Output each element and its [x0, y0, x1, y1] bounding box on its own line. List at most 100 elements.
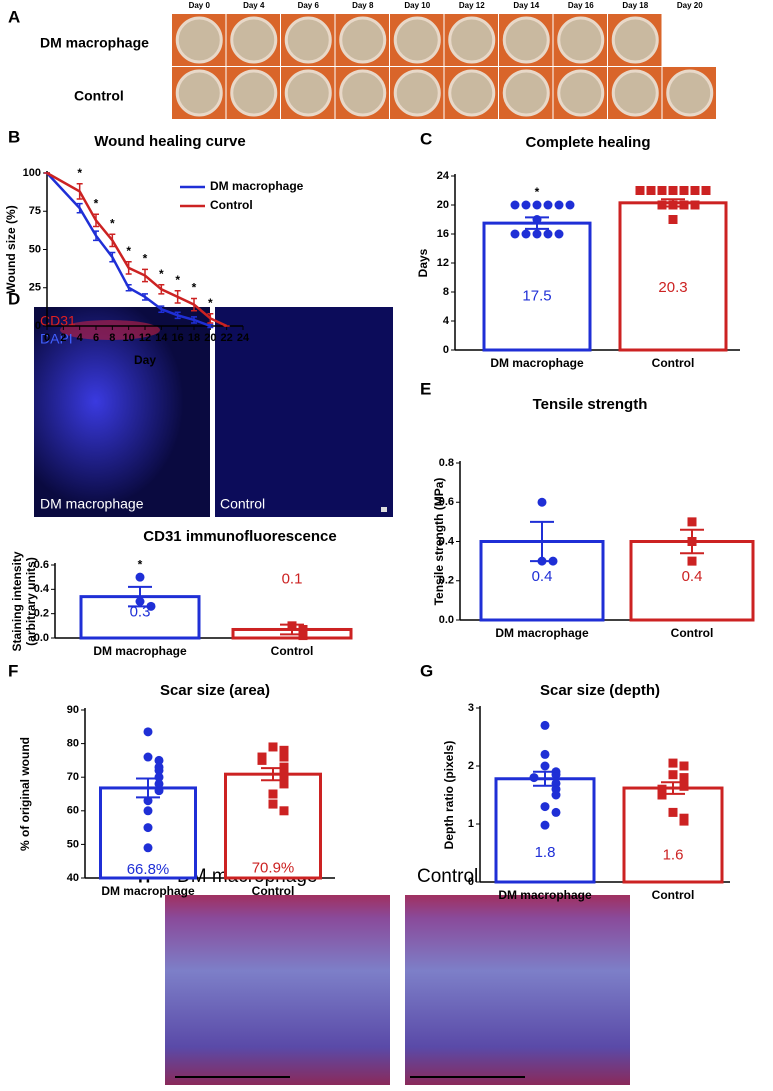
y-tick-label: 80: [67, 738, 79, 750]
data-point: [657, 200, 667, 210]
wound-photo-ring: [339, 16, 387, 64]
data-point: [135, 572, 145, 582]
histology-image: [165, 895, 390, 1085]
y-tick-label: 0.0: [439, 614, 454, 626]
significance: *: [77, 166, 82, 180]
histology-image: [405, 895, 630, 1085]
data-point: [701, 186, 711, 195]
error-bar: [233, 623, 351, 636]
x-tick-label: DM macrophage: [490, 356, 584, 370]
value-label: 66.8%: [127, 861, 170, 878]
y-tick-label: 1: [468, 818, 474, 830]
error-bar: [225, 767, 321, 782]
day-label: Day 6: [298, 1, 320, 10]
y-tick-label: 0.6: [34, 559, 49, 571]
data-point: [540, 802, 550, 812]
data-point: [143, 796, 153, 806]
y-axis-label: Staining intensity: [10, 551, 24, 651]
y-tick-label: 70: [67, 771, 79, 783]
data-point: [279, 765, 289, 775]
data-point: [521, 200, 531, 210]
significance: *: [159, 267, 164, 281]
significance: *: [535, 185, 540, 199]
x-tick-label: DM macrophage: [93, 644, 187, 658]
data-point: [279, 806, 289, 816]
x-tick-label: Control: [652, 356, 695, 370]
value-label: 0.1: [282, 570, 303, 587]
chart-title: Complete healing: [525, 134, 650, 151]
data-point: [510, 229, 520, 239]
day-label: Day 0: [189, 1, 211, 10]
y-tick-label: 0: [443, 344, 449, 356]
data-point: [551, 807, 561, 817]
wound-photo-ring: [557, 69, 605, 117]
wound-photo-ring: [175, 16, 223, 64]
x-tick-label: Control: [671, 626, 714, 640]
data-point: [154, 755, 164, 765]
data-point: [551, 790, 561, 800]
day-label: Day 4: [243, 1, 265, 10]
x-tick-label: 10: [123, 332, 135, 344]
data-point: [668, 186, 678, 195]
y-tick-label: 24: [437, 170, 450, 182]
wound-photo-ring: [502, 69, 550, 117]
cd31-signal: [60, 320, 160, 340]
data-point: [687, 556, 697, 566]
wound-photo-ring: [393, 69, 441, 117]
data-point: [540, 720, 550, 730]
data-point: [257, 755, 267, 765]
chart-title: Scar size (area): [160, 682, 270, 699]
data-point: [268, 799, 278, 809]
data-point: [529, 773, 539, 783]
data-point: [668, 215, 678, 224]
data-point: [268, 742, 278, 752]
wound-photo-ring: [448, 69, 496, 117]
x-tick-label: 2: [60, 332, 66, 344]
bar: [629, 540, 755, 622]
series-line: [46, 172, 211, 328]
x-tick-label: 4: [77, 332, 84, 344]
bar: [482, 221, 592, 352]
y-tick-label: 75: [29, 205, 41, 217]
error-bar: [496, 770, 594, 787]
stain-label: DM macrophage: [40, 496, 144, 512]
value-label: 0.4: [682, 568, 703, 585]
day-label: Day 14: [513, 1, 539, 10]
y-tick-label: 25: [29, 282, 41, 294]
y-tick-label: 90: [67, 704, 79, 716]
x-tick-label: 8: [109, 332, 115, 344]
x-tick-label: 0: [44, 332, 50, 344]
day-label: Day 18: [622, 1, 648, 10]
panel-letter: E: [420, 379, 431, 398]
panel-letter: G: [420, 661, 433, 680]
data-point: [690, 186, 700, 195]
significance: *: [110, 216, 115, 230]
data-point: [143, 752, 153, 762]
significance: *: [126, 244, 131, 258]
y-tick-label: 8: [443, 286, 449, 298]
wound-photo-ring: [611, 69, 659, 117]
x-tick-label: Control: [252, 884, 295, 898]
y-tick-label: 0.8: [439, 457, 454, 469]
data-point: [154, 779, 164, 789]
error-bar: [631, 528, 753, 555]
day-label: Day 12: [459, 1, 485, 10]
y-tick-label: 20: [437, 199, 449, 211]
significance: *: [94, 196, 99, 210]
day-label: Day 8: [352, 1, 374, 10]
legend-label: Control: [210, 198, 253, 212]
value-label: 20.3: [658, 279, 687, 296]
data-point: [143, 823, 153, 833]
data-point: [521, 229, 531, 239]
x-tick-label: Control: [652, 888, 695, 902]
value-label: 0.4: [532, 568, 553, 585]
data-point: [565, 200, 575, 210]
wound-photo-ring: [611, 16, 659, 64]
row-label: Control: [74, 88, 124, 104]
wound-photo-ring: [557, 16, 605, 64]
y-axis-label: Depth ratio (pixels): [442, 741, 456, 850]
stain-marker: CD31: [40, 313, 76, 329]
stain-image: [215, 307, 393, 517]
chart-title: CD31 immunofluorescence: [143, 528, 336, 545]
data-point: [543, 229, 553, 239]
